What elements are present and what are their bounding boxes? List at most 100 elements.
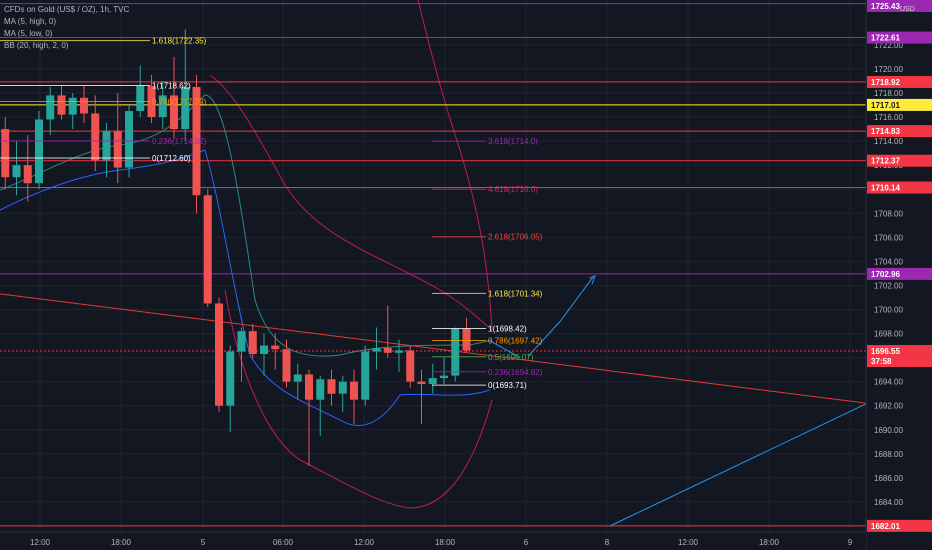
price-level-tag-label: 1718.92 — [871, 78, 900, 87]
fib-level-label: 0.236(1714.02) — [152, 137, 207, 146]
time-tick-label: 12:00 — [678, 538, 699, 547]
ma-low-label[interactable]: MA (5, low, 0) — [4, 29, 53, 38]
price-tick-label: 1714.00 — [874, 137, 903, 146]
candle-body[interactable] — [462, 328, 471, 351]
fib-level-label: 1.618(1722.35) — [152, 37, 207, 46]
time-tick-label: 5 — [201, 538, 206, 547]
price-level-tag-label: 1712.37 — [871, 157, 900, 166]
candle-body[interactable] — [316, 379, 325, 400]
price-level-tag[interactable] — [867, 98, 932, 111]
candle-body[interactable] — [451, 328, 460, 376]
price-tick-label: 1688.00 — [874, 450, 903, 459]
price-level-tag[interactable] — [867, 31, 932, 44]
price-level-tag[interactable] — [867, 344, 932, 367]
candle-body[interactable] — [46, 95, 55, 120]
price-level-tag[interactable] — [867, 75, 932, 88]
candle-body[interactable] — [271, 345, 280, 350]
time-tick-label: 18:00 — [759, 538, 780, 547]
time-tick-label: 12:00 — [30, 538, 51, 547]
price-level-tag[interactable] — [867, 181, 932, 194]
time-tick-label: 18:00 — [435, 538, 456, 547]
price-level-tag-label: 1696.55 — [871, 347, 900, 356]
candle-body[interactable] — [293, 374, 302, 382]
candle-body[interactable] — [305, 374, 313, 400]
price-level-tag[interactable] — [867, 0, 932, 12]
candle-body[interactable] — [102, 131, 111, 161]
fib-level-label: 0(1712.60) — [152, 154, 191, 163]
price-level-tag[interactable] — [867, 154, 932, 167]
projection-arrow[interactable] — [527, 275, 595, 357]
candle-body[interactable] — [113, 131, 122, 168]
time-tick-label: 12:00 — [354, 538, 375, 547]
candle-body[interactable] — [372, 347, 381, 352]
candle-body[interactable] — [125, 111, 133, 168]
candle-body[interactable] — [181, 86, 190, 130]
candle-body[interactable] — [23, 165, 32, 184]
candle-body[interactable] — [203, 195, 212, 304]
candle-body[interactable] — [158, 95, 167, 118]
candle-body[interactable] — [1, 129, 10, 178]
fib-level-label: 0(1693.71) — [488, 381, 527, 390]
fib-level-label: 0.5(1696.07) — [488, 353, 534, 362]
price-level-tag[interactable] — [867, 267, 932, 280]
candle-body[interactable] — [237, 331, 246, 352]
time-tick-label: 8 — [605, 538, 610, 547]
candle-body[interactable] — [338, 381, 347, 394]
candle-body[interactable] — [350, 381, 358, 400]
price-level-tag-label: 1717.01 — [871, 101, 900, 110]
price-tick-label: 1698.00 — [874, 330, 903, 339]
fib-level-label: 1(1718.62) — [152, 82, 191, 91]
candle-body[interactable] — [406, 350, 415, 382]
candle-body[interactable] — [440, 375, 448, 379]
price-tick-label: 1694.00 — [874, 378, 903, 387]
time-tick-label: 9 — [848, 538, 853, 547]
price-tick-label: 1692.00 — [874, 402, 903, 411]
candle-body[interactable] — [327, 379, 336, 394]
price-tick-label: 1716.00 — [874, 113, 903, 122]
bollinger-upper-band — [417, 0, 493, 331]
price-tick-label: 1686.00 — [874, 474, 903, 483]
time-tick-label: 6 — [524, 538, 529, 547]
price-level-tag-label: 1714.83 — [871, 127, 900, 136]
price-level-tag[interactable] — [867, 519, 932, 532]
fib-level-label: 0.236(1694.82) — [488, 368, 543, 377]
fib-level-label: 2.618(1706.05) — [488, 233, 543, 242]
price-tick-label: 1706.00 — [874, 233, 903, 242]
candle-body[interactable] — [192, 86, 201, 196]
arrow-head-icon — [588, 274, 596, 285]
projection-line[interactable] — [489, 340, 521, 359]
time-tick-label: 18:00 — [111, 538, 132, 547]
candle-body[interactable] — [383, 347, 392, 353]
price-level-tag-label: 1682.01 — [871, 522, 900, 531]
symbol-title[interactable]: CFDs on Gold (US$ / OZ), 1h, TVC — [4, 5, 130, 14]
candle-body[interactable] — [215, 303, 223, 406]
candle-body[interactable] — [147, 85, 156, 118]
candle-body[interactable] — [361, 351, 370, 400]
price-tick-label: 1684.00 — [874, 498, 903, 507]
candle-body[interactable] — [136, 85, 145, 112]
candle-body[interactable] — [282, 349, 291, 382]
price-tick-label: 1702.00 — [874, 281, 903, 290]
candle-body[interactable] — [395, 350, 403, 353]
candle-body[interactable] — [68, 97, 77, 115]
candle-body[interactable] — [248, 331, 257, 354]
candle-body[interactable] — [35, 119, 43, 184]
price-level-tag[interactable] — [867, 125, 932, 138]
candle-body[interactable] — [226, 351, 235, 406]
projection-line-long[interactable] — [609, 389, 896, 527]
candle-body[interactable] — [170, 95, 178, 130]
time-axis[interactable] — [0, 532, 866, 550]
candle-body[interactable] — [428, 378, 437, 385]
candle-body[interactable] — [260, 345, 268, 354]
bollinger-lower-band — [224, 289, 493, 509]
candle-body[interactable] — [417, 381, 426, 385]
candle-body[interactable] — [57, 95, 66, 115]
bollinger-label[interactable]: BB (20, high, 2, 0) — [4, 41, 69, 50]
ma-high-label[interactable]: MA (5, high, 0) — [4, 17, 57, 26]
candle-body[interactable] — [91, 113, 100, 161]
candle-body[interactable] — [12, 165, 21, 178]
candle-body[interactable] — [80, 97, 88, 114]
price-tick-label: 1718.00 — [874, 89, 903, 98]
price-tick-label: 1722.00 — [874, 41, 903, 50]
